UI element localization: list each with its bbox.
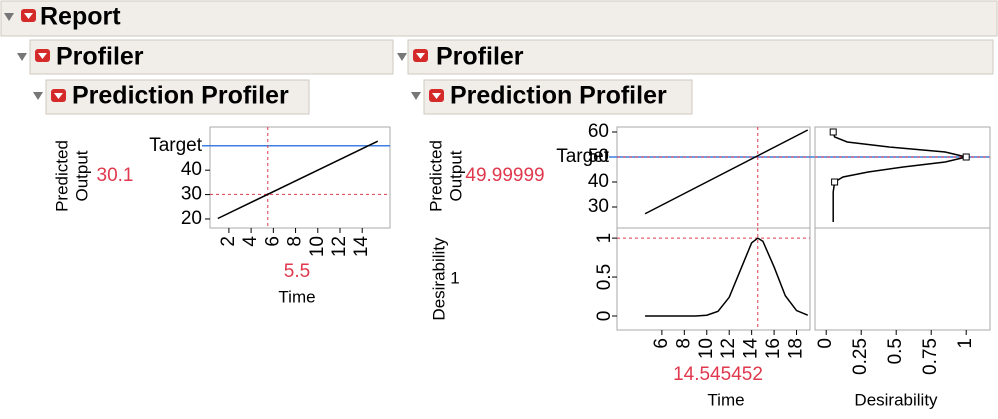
disclosure[interactable] bbox=[411, 92, 421, 100]
curve bbox=[645, 237, 809, 317]
plot-frame bbox=[209, 126, 391, 229]
y-tick-label: 0.5 bbox=[594, 264, 615, 290]
y-tick-label: 1 bbox=[594, 233, 615, 244]
y-tick-label: 20 bbox=[181, 208, 202, 229]
x-tick-label: 0.5 bbox=[885, 338, 906, 364]
x-tick-label: 10 bbox=[307, 236, 328, 257]
panel-title: Profiler bbox=[56, 43, 144, 71]
menu-arrow bbox=[432, 93, 441, 99]
target-label: Target bbox=[556, 146, 610, 167]
x-tick-label: 6 bbox=[262, 236, 283, 247]
y-axis-label: Predicted bbox=[52, 140, 71, 212]
current-y-value: 1 bbox=[450, 268, 459, 287]
x-tick-label: 12 bbox=[329, 236, 350, 257]
x-tick-label: 0.75 bbox=[920, 338, 941, 375]
x-tick-label: 8 bbox=[285, 236, 306, 247]
target-label: Target bbox=[149, 135, 203, 156]
y-tick-label: 40 bbox=[181, 159, 202, 180]
x-axis-label: Time bbox=[707, 390, 744, 409]
disclosure[interactable] bbox=[4, 13, 14, 21]
menu-arrow bbox=[54, 93, 63, 99]
y-tick-label: 50 bbox=[588, 146, 609, 167]
report-title: Report bbox=[40, 3, 121, 31]
empty-cell bbox=[814, 227, 991, 331]
curve bbox=[832, 131, 967, 222]
point-marker bbox=[829, 128, 837, 136]
point-marker bbox=[962, 153, 970, 161]
panel-subtitle: Prediction Profiler bbox=[450, 82, 667, 110]
x-tick-label: 6 bbox=[651, 338, 672, 349]
panel-subtitle: Prediction Profiler bbox=[72, 82, 289, 110]
disclosure[interactable] bbox=[17, 53, 27, 61]
x-tick-label: 0.25 bbox=[850, 338, 871, 375]
current-y-value: 30.1 bbox=[97, 165, 134, 186]
current-x-value: 14.545452 bbox=[673, 364, 763, 385]
x-axis-label: Time bbox=[278, 287, 315, 306]
x-tick-label: 14 bbox=[351, 236, 372, 258]
y-tick-label: 60 bbox=[588, 121, 609, 142]
y-axis-label: Desirability bbox=[429, 237, 448, 321]
x-axis-label: Desirability bbox=[854, 390, 938, 409]
header-bar bbox=[29, 39, 394, 75]
panel-title: Profiler bbox=[436, 43, 524, 71]
curve bbox=[217, 140, 379, 220]
x-tick-label: 16 bbox=[763, 338, 784, 359]
header-bar bbox=[0, 0, 998, 37]
curve bbox=[644, 129, 809, 215]
x-tick-label: 10 bbox=[696, 338, 717, 359]
current-y-value: 49.99999 bbox=[465, 165, 544, 186]
header-bar bbox=[45, 79, 310, 115]
plot-frame bbox=[616, 227, 811, 331]
current-x-value: 5.5 bbox=[284, 261, 310, 282]
y-axis-label: Predicted bbox=[426, 140, 445, 212]
x-tick-label: 8 bbox=[673, 338, 694, 349]
y-tick-label: 30 bbox=[181, 184, 202, 205]
header-bar bbox=[407, 39, 994, 75]
menu-arrow bbox=[38, 53, 47, 59]
y-tick-label: 0 bbox=[594, 311, 615, 322]
left-panel-header: Profiler Prediction Profiler bbox=[17, 39, 394, 115]
header-bar bbox=[423, 79, 693, 115]
report-header: Report bbox=[0, 0, 998, 37]
right-panel-header: Profiler Prediction Profiler bbox=[397, 39, 994, 115]
disclosure[interactable] bbox=[33, 92, 43, 100]
menu-arrow bbox=[416, 53, 425, 59]
y-axis-label: Output bbox=[72, 150, 91, 201]
x-tick-label: 12 bbox=[718, 338, 739, 359]
disclosure[interactable] bbox=[397, 53, 407, 61]
y-tick-label: 30 bbox=[588, 196, 609, 217]
x-tick-label: 2 bbox=[218, 236, 239, 247]
x-tick-label: 1 bbox=[955, 338, 976, 349]
point-marker bbox=[831, 178, 839, 186]
x-tick-label: 14 bbox=[741, 338, 762, 360]
plot-frame bbox=[814, 126, 991, 229]
menu-arrow bbox=[24, 13, 33, 19]
x-tick-label: 18 bbox=[786, 338, 807, 359]
y-tick-label: 40 bbox=[588, 171, 609, 192]
x-tick-label: 0 bbox=[815, 338, 836, 349]
x-tick-label: 4 bbox=[240, 236, 261, 247]
y-axis-label: Output bbox=[446, 150, 465, 201]
